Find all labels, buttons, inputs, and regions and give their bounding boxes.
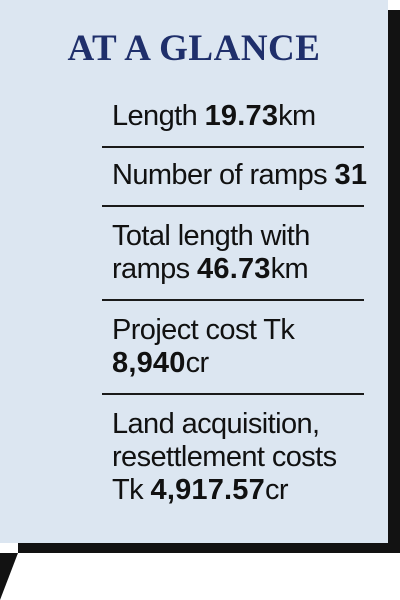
fact-land-cost-line3: Tk 4,917.57cr [112, 474, 377, 507]
fact-land-cost-unit: cr [264, 474, 289, 506]
fact-ramps-value: 31 [334, 159, 368, 191]
fact-land-cost-line1: Land acquisition, [112, 408, 320, 440]
fact-total-length-line1: Total length with [112, 220, 310, 252]
fact-project-cost-value: 8,940 [112, 347, 186, 379]
fact-land-cost: Land acquisition, resettlement costs Tk … [112, 408, 377, 507]
divider [102, 299, 364, 301]
fact-total-length-value: 46.73 [197, 253, 271, 285]
fact-project-cost-unit: cr [185, 347, 210, 379]
divider [102, 146, 364, 148]
fact-land-cost-line2: resettlement costs [112, 441, 337, 473]
fact-length: Length 19.73km [112, 100, 377, 133]
fact-total-length: Total length with ramps 46.73km [112, 220, 377, 286]
fact-length-value: 19.73 [204, 100, 279, 132]
fact-land-cost-value: 4,917.57 [150, 474, 265, 506]
fact-length-label: Length [112, 100, 198, 132]
fact-length-unit: km [278, 100, 316, 132]
fact-ramps-label: Number of ramps [112, 159, 328, 191]
box-shadow-bottom [18, 543, 400, 553]
info-box-panel [0, 0, 388, 543]
fact-land-cost-prefix: Tk [112, 474, 144, 506]
fact-ramps: Number of ramps 31 [112, 159, 377, 192]
box-fold-corner [0, 553, 18, 600]
divider [102, 205, 364, 207]
fact-total-length-line2: ramps 46.73km [112, 253, 377, 286]
fact-project-cost-line2: 8,940cr [112, 347, 377, 380]
fact-total-length-label: ramps [112, 253, 190, 285]
fact-total-length-unit: km [270, 253, 309, 285]
fact-project-cost-label: Project cost Tk [112, 314, 295, 346]
box-shadow-right [388, 10, 400, 553]
divider [102, 393, 364, 395]
box-title: AT A GLANCE [67, 28, 321, 69]
fact-project-cost: Project cost Tk 8,940cr [112, 314, 377, 380]
